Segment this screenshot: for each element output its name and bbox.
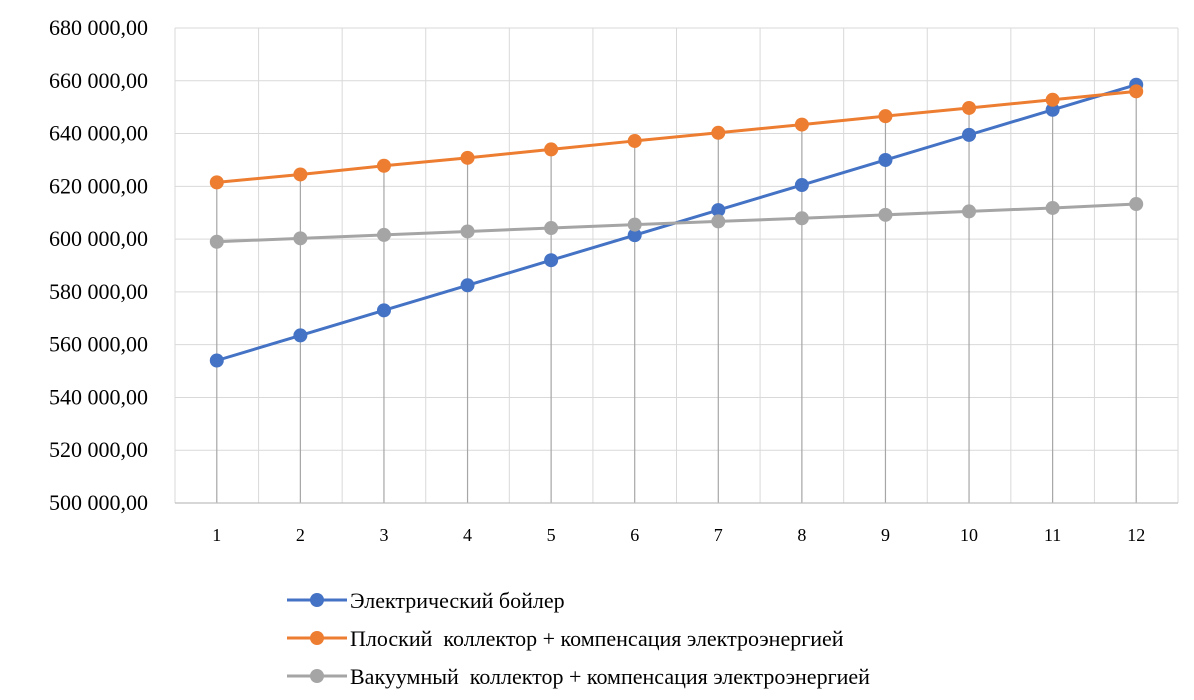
legend-marker (310, 669, 324, 683)
x-tick-label: 10 (960, 525, 978, 545)
x-tick-label: 2 (296, 525, 305, 545)
data-point (962, 204, 977, 219)
x-tick-label: 7 (714, 525, 723, 545)
data-point (794, 178, 809, 193)
y-axis-tick-labels: 500 000,00 520 000,00 540 000,00 560 000,00… (49, 15, 148, 515)
data-point (878, 152, 893, 167)
x-tick-label: 6 (630, 525, 639, 545)
data-point (293, 328, 308, 343)
grid-lines (174, 27, 1179, 504)
x-tick-label: 1 (212, 525, 221, 545)
legend-entry: Плоский коллектор + компенсация электроэ… (287, 626, 844, 651)
data-point (209, 234, 224, 249)
series-group (209, 197, 1144, 249)
data-point (293, 231, 308, 246)
data-point (878, 207, 893, 222)
y-tick-label: 620 000,00 (49, 173, 148, 198)
data-point (962, 127, 977, 142)
data-point (1045, 102, 1060, 117)
data-point (1129, 84, 1144, 99)
legend-marker (310, 593, 324, 607)
data-point (544, 253, 559, 268)
data-point (209, 353, 224, 368)
data-point (376, 303, 391, 318)
legend-marker (310, 631, 324, 645)
x-axis-tick-labels: 1 2 3 4 5 6 7 8 9 10 11 12 (212, 525, 1145, 545)
data-point (293, 167, 308, 182)
series-lines (209, 77, 1144, 368)
series-group (209, 84, 1144, 190)
data-point (711, 203, 726, 218)
data-point (711, 214, 726, 229)
legend-entry: Вакуумный коллектор + компенсация электр… (287, 664, 870, 689)
data-point (627, 133, 642, 148)
data-point (209, 175, 224, 190)
data-point (711, 125, 726, 140)
x-tick-label: 8 (797, 525, 806, 545)
x-tick-label: 4 (463, 525, 472, 545)
x-tick-label: 5 (547, 525, 556, 545)
data-point (627, 228, 642, 243)
data-point (460, 278, 475, 293)
y-tick-label: 540 000,00 (49, 384, 148, 409)
y-tick-label: 580 000,00 (49, 279, 148, 304)
data-point (544, 221, 559, 236)
series-line (216, 89, 1137, 184)
y-tick-label: 520 000,00 (49, 437, 148, 462)
y-tick-label: 500 000,00 (49, 490, 148, 515)
x-tick-label: 9 (881, 525, 890, 545)
legend-entry: Электрический бойлер (287, 588, 565, 613)
y-tick-label: 600 000,00 (49, 226, 148, 251)
y-tick-label: 560 000,00 (49, 332, 148, 357)
data-point (460, 224, 475, 239)
data-point (1045, 92, 1060, 107)
y-tick-label: 640 000,00 (49, 121, 148, 146)
y-tick-label: 680 000,00 (49, 15, 148, 40)
data-point (878, 109, 893, 124)
data-point (544, 142, 559, 157)
data-point (1045, 200, 1060, 215)
legend-label: Плоский коллектор + компенсация электроэ… (350, 626, 844, 651)
data-point (962, 100, 977, 115)
x-tick-label: 11 (1044, 525, 1061, 545)
legend-label: Электрический бойлер (350, 588, 565, 613)
data-point (794, 211, 809, 226)
data-point (794, 117, 809, 132)
x-tick-label: 3 (379, 525, 388, 545)
y-tick-label: 660 000,00 (49, 68, 148, 93)
data-point (627, 217, 642, 232)
data-point (460, 150, 475, 165)
data-point (376, 158, 391, 173)
data-point (376, 227, 391, 242)
data-point (1129, 197, 1144, 212)
series-line (216, 202, 1137, 244)
x-tick-label: 12 (1127, 525, 1145, 545)
legend: Электрический бойлер Плоский коллектор + … (287, 588, 870, 689)
legend-label: Вакуумный коллектор + компенсация электр… (350, 664, 870, 689)
